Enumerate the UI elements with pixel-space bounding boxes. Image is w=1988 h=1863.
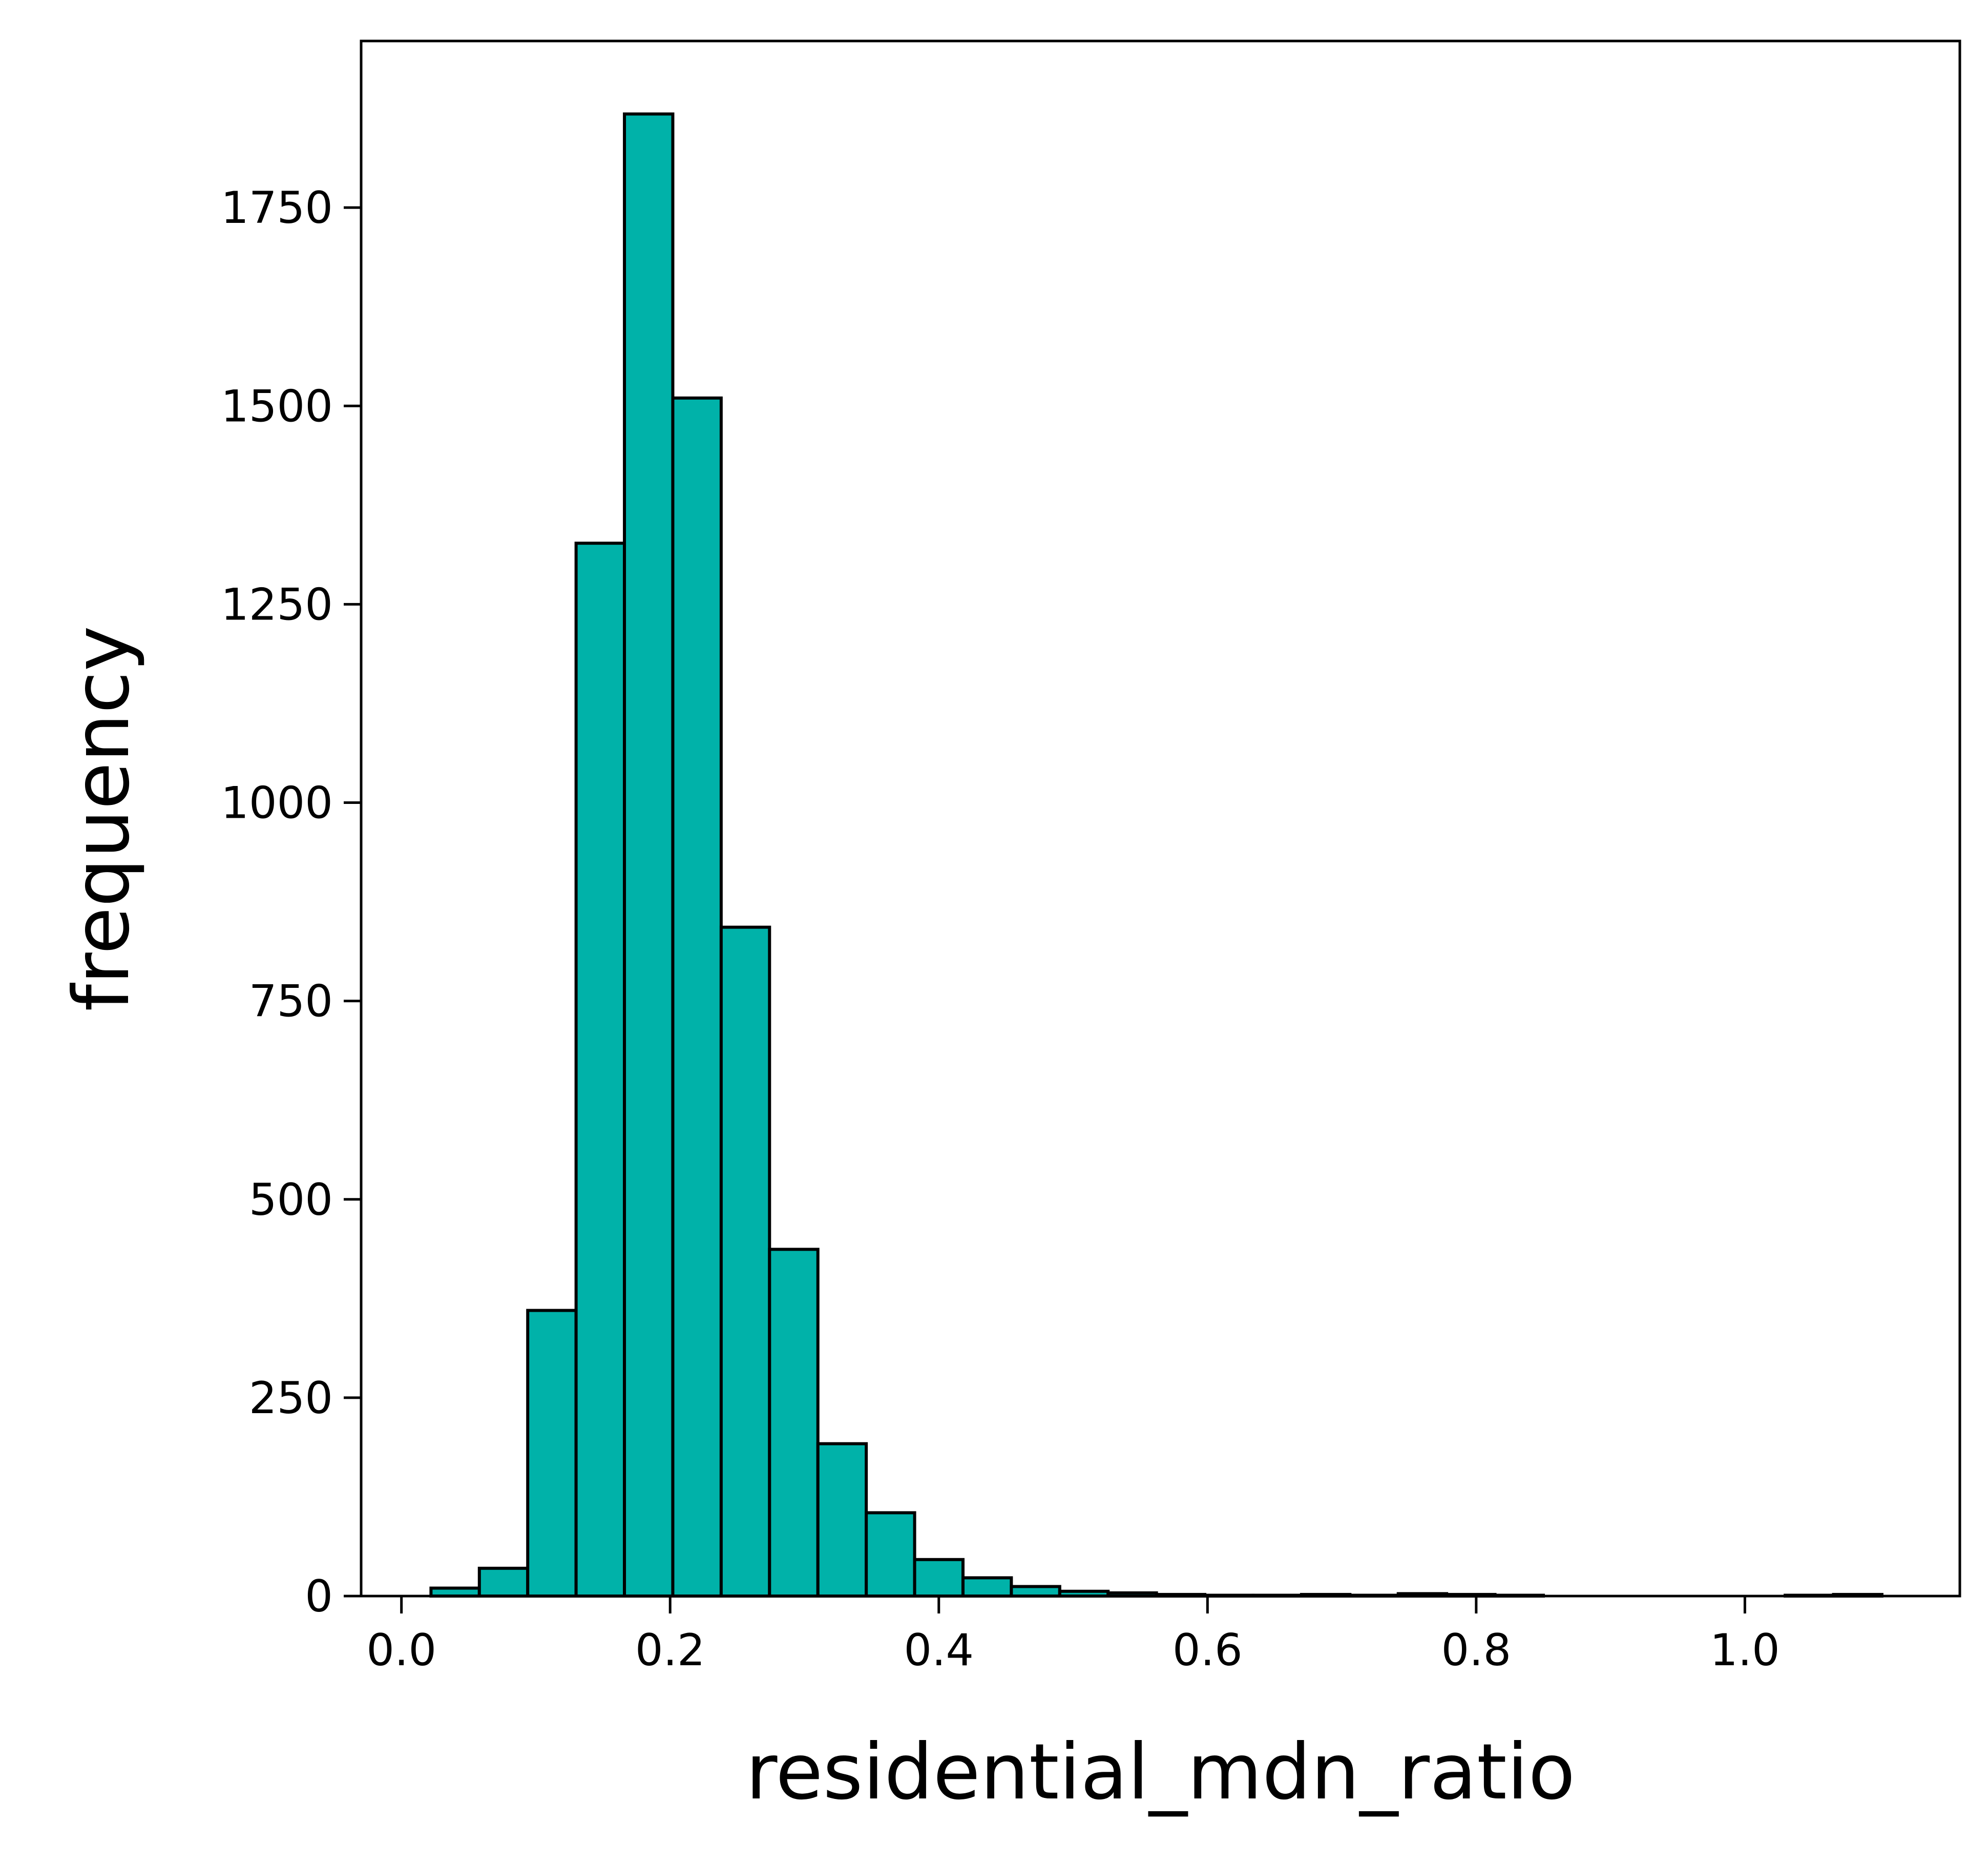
x-tick-label: 1.0 <box>1710 1625 1780 1676</box>
histogram-bar <box>768 1248 820 1598</box>
histogram-bar <box>671 396 723 1598</box>
histogram-bar <box>719 925 771 1598</box>
histogram-bar <box>913 1558 965 1598</box>
y-tick-label: 1750 <box>221 182 333 234</box>
y-tick-label: 250 <box>249 1373 333 1424</box>
histogram-bar <box>477 1566 530 1598</box>
x-tick-label: 0.4 <box>904 1625 974 1676</box>
x-tick-label: 0.0 <box>366 1625 436 1676</box>
y-tick-label: 500 <box>249 1174 333 1226</box>
x-tick-label: 0.2 <box>635 1625 705 1676</box>
histogram-bar <box>526 1309 578 1598</box>
histogram-bar <box>1010 1585 1061 1598</box>
bars-layer <box>429 112 1884 1598</box>
plot-frame <box>360 39 1961 1598</box>
y-ticks: 0 250 500 750 1000 1250 1500 1750 <box>221 182 361 1622</box>
y-tick-label: 1500 <box>221 381 333 432</box>
y-tick-label: 0 <box>305 1571 333 1622</box>
histogram-bar <box>865 1511 916 1598</box>
y-tick-label: 1000 <box>221 778 333 829</box>
histogram-bar <box>961 1576 1013 1598</box>
x-tick-label: 0.6 <box>1173 1625 1243 1676</box>
y-tick-label: 1250 <box>221 579 333 630</box>
x-tick-label: 0.8 <box>1441 1625 1511 1676</box>
x-ticks: 0.0 0.2 0.4 0.6 0.8 1.0 <box>366 1596 1780 1676</box>
y-axis-title: frequency <box>57 626 147 1011</box>
histogram-bar <box>623 112 675 1598</box>
x-axis-title: residential_mdn_ratio <box>746 1728 1575 1817</box>
y-tick-label: 750 <box>249 976 333 1027</box>
histogram-bar <box>816 1442 868 1598</box>
histogram-bar <box>574 542 626 1598</box>
